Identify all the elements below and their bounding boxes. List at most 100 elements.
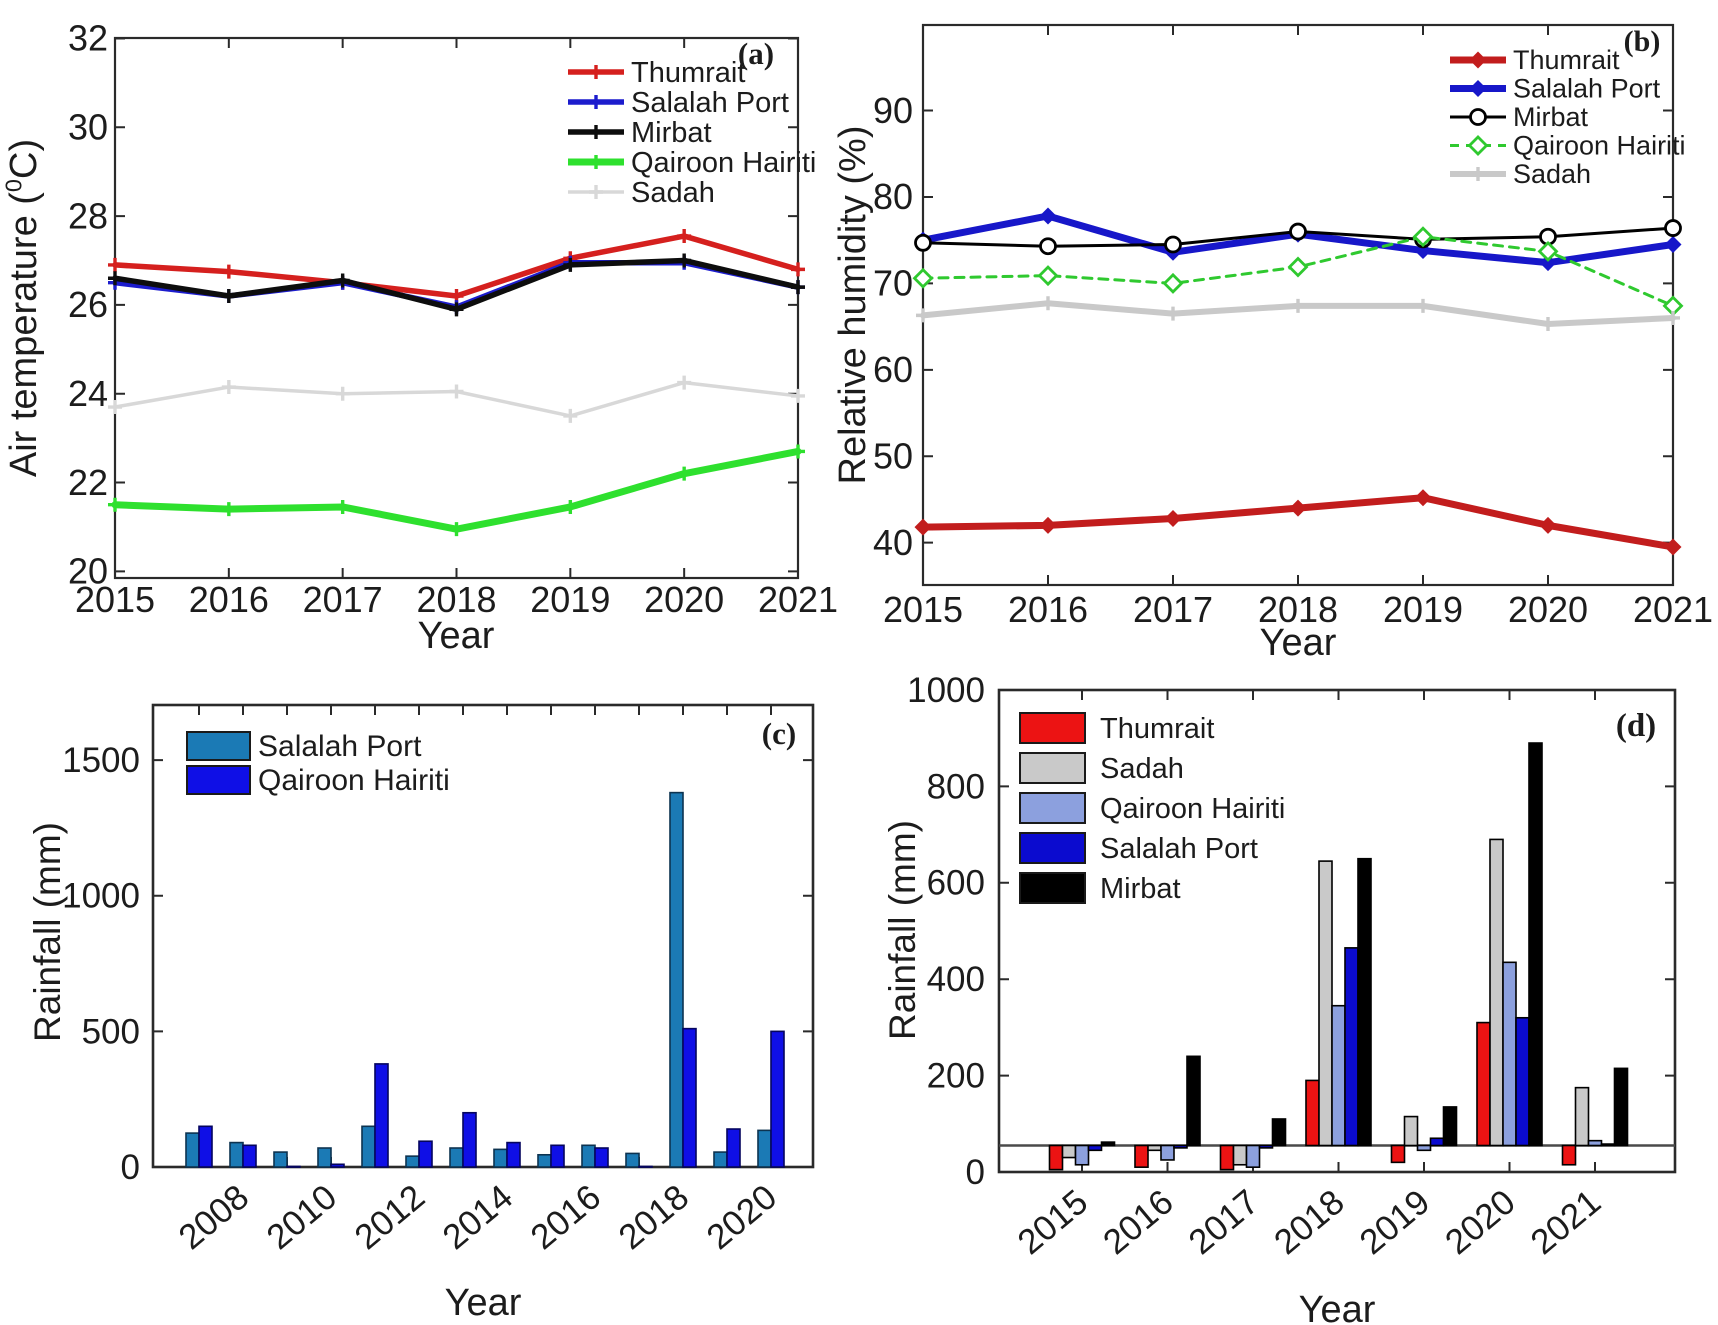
bar-2019-qairoon-hairiti	[726, 1128, 741, 1168]
marker-open-circle	[1664, 219, 1682, 237]
bar-2012-salalah-port	[405, 1155, 420, 1168]
panel-letter: (a)	[738, 36, 774, 71]
marker-plus	[449, 302, 464, 317]
legend-label: Mirbat	[1100, 873, 1181, 905]
bar-2018-mirbat	[1357, 857, 1372, 1147]
y-tick-label: 90	[873, 90, 913, 131]
marker-diamond	[1664, 538, 1682, 556]
bar-2017-salalah-port	[625, 1152, 640, 1168]
bar-2007-salalah-port	[185, 1132, 200, 1168]
y-tick-label: 50	[873, 435, 913, 476]
panel-a: 20 22 24 26 28 30 32 2015 2016 2017 2018 2019 2020 20…	[1, 18, 838, 657]
x-tick-label: 2016	[523, 1177, 608, 1257]
marker-plus	[791, 262, 805, 277]
bar-2021-salalah-port	[1600, 1143, 1616, 1147]
bar-2018-qairoon-hairiti	[682, 1027, 697, 1168]
x-tick-label: 2019	[1383, 589, 1463, 630]
bar-2015-salalah-port	[537, 1153, 552, 1168]
bar-2018-salalah-port	[1344, 947, 1359, 1147]
legend-label: Thumrait	[1100, 713, 1214, 745]
bar-2015-sadah	[1061, 1144, 1077, 1159]
marker-open-circle	[1289, 222, 1307, 241]
bar-2018-salalah-port	[669, 791, 684, 1168]
marker-plus	[563, 499, 578, 514]
bar-2018-sadah	[1318, 860, 1333, 1147]
x-axis-title: Year	[445, 1282, 522, 1324]
plot-frame	[151, 703, 815, 1169]
legend-label: Sadah	[631, 177, 715, 209]
x-tick-label: 2010	[259, 1177, 344, 1257]
marker-open-circle	[1164, 235, 1182, 254]
x-tick-label: 2016	[1096, 1182, 1181, 1262]
x-tick-label: 2020	[699, 1177, 784, 1257]
bar-2015-thumrait	[1048, 1144, 1064, 1171]
legend-item-mirbat: Mirbat	[1019, 872, 1181, 905]
bar-2017-qairoon-hairiti	[638, 1165, 653, 1168]
marker-plus	[677, 253, 692, 268]
y-tick-label: 26	[68, 284, 108, 325]
legend-swatch	[1019, 872, 1086, 904]
marker-diamond	[1664, 236, 1682, 254]
marker-diamond	[914, 518, 932, 536]
bar-2010-salalah-port	[317, 1147, 332, 1168]
marker-plus	[589, 95, 603, 109]
marker-diamond	[1164, 509, 1182, 527]
marker-plus	[221, 380, 236, 395]
y-tick-label: 20	[68, 551, 108, 592]
bar-2019-mirbat	[1442, 1106, 1458, 1147]
legend-item-mirbat: Mirbat	[568, 117, 712, 149]
x-tick-label: 2018	[1258, 589, 1338, 630]
legend-label: Mirbat	[631, 117, 712, 149]
bar-2011-qairoon-hairiti	[374, 1063, 389, 1168]
x-tick-label: 2020	[1438, 1182, 1523, 1262]
bar-2021-qairoon-hairiti	[1587, 1139, 1603, 1147]
marker-diamond	[1039, 516, 1057, 534]
marker-open-diamond	[1537, 240, 1559, 262]
y-tick-label: 1500	[62, 741, 140, 780]
marker-plus	[563, 257, 578, 272]
bar-2011-salalah-port	[361, 1125, 376, 1168]
x-tick-label: 2018	[416, 579, 496, 620]
marker-plus	[108, 497, 122, 512]
marker-plus	[677, 375, 692, 390]
x-tick-label: 2017	[303, 579, 383, 620]
marker-open-circle	[914, 233, 932, 252]
legend-label: Qairoon Hairiti	[1100, 793, 1285, 825]
y-tick-label: 400	[927, 960, 985, 999]
x-axis-title: Year	[1299, 1289, 1376, 1325]
legend-label: Salalah Port	[1513, 74, 1661, 104]
marker-plus	[1166, 306, 1180, 321]
marker-plus	[916, 308, 930, 323]
marker-plus	[1291, 298, 1305, 313]
marker-plus	[791, 280, 805, 295]
bar-2021-mirbat	[1613, 1067, 1629, 1147]
y-axis-title: Air temperature (0C)	[1, 139, 45, 477]
marker-plus	[791, 388, 805, 403]
y-tick-label: 0	[966, 1153, 985, 1192]
marker-open-diamond	[1412, 226, 1434, 248]
x-tick-label: 2018	[611, 1177, 696, 1257]
marker-plus	[221, 264, 236, 279]
marker-open-diamond	[1162, 272, 1184, 294]
y-tick-label: 24	[68, 373, 108, 414]
bar-2016-salalah-port	[581, 1144, 596, 1168]
marker-open-diamond	[1037, 265, 1059, 287]
marker-diamond	[1414, 489, 1432, 507]
legend-c: Salalah Port Qairoon Hairiti	[186, 730, 450, 797]
bar-2013-salalah-port	[449, 1147, 464, 1168]
marker-diamond	[1539, 516, 1557, 534]
legend-swatch	[186, 765, 251, 795]
marker-plus	[1041, 296, 1055, 311]
legend-label: Qairoon Hairiti	[1513, 131, 1686, 161]
legend-swatch	[1019, 792, 1086, 824]
marker-diamond	[1039, 207, 1057, 225]
marker-plus	[589, 65, 603, 79]
legend-item-sadah: Sadah	[1450, 159, 1591, 189]
x-axis-title: Year	[1260, 622, 1337, 664]
plot-frame	[997, 688, 1677, 1174]
x-tick-label: 2015	[883, 589, 963, 630]
marker-plus	[589, 155, 603, 169]
panel-letter: (d)	[1616, 708, 1656, 744]
